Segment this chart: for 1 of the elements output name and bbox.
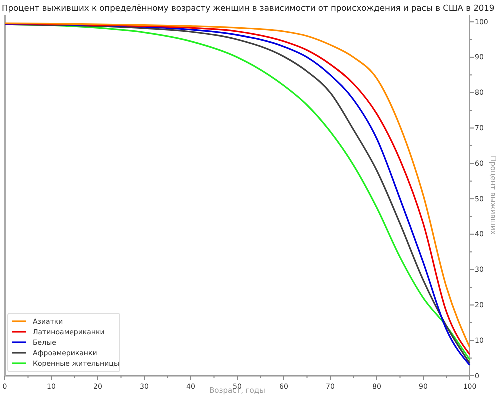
chart-title: Процент выживших к определённому возрасту женщин в зависимости от происхождения и расы в США в 2019 [2,3,495,13]
